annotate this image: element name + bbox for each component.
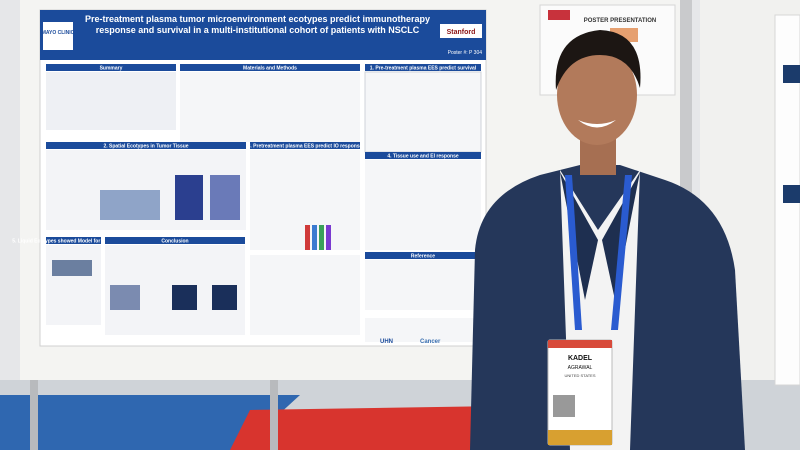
badge-country: UNITED STATES [565, 373, 596, 378]
section-heading: 5. Liquid Ecotypes showed Model for Liqu… [12, 238, 135, 244]
lanyard [611, 175, 632, 330]
section-bar [365, 64, 481, 71]
section-bar [46, 237, 101, 244]
lanyard [565, 175, 582, 330]
section-heading: Summary [100, 65, 123, 71]
section-bar [46, 142, 246, 149]
poster-number: Poster #: P 304 [448, 50, 483, 56]
right-poster-header: POSTER PRESENTATION [584, 18, 656, 24]
poster-header [40, 10, 486, 60]
face [557, 45, 637, 145]
section-heading: Reference [411, 253, 435, 259]
board-leg [30, 380, 38, 450]
poster-title: Pre-treatment plasma tumor microenvironm… [84, 14, 431, 35]
section-bar [180, 64, 360, 71]
section-heading: Materials and Methods [243, 65, 297, 71]
section-bar [46, 64, 176, 71]
section-heading: Conclusion [161, 238, 188, 244]
footer-logo: Cancer [420, 339, 441, 345]
blue-floor [0, 395, 300, 450]
smile [578, 120, 616, 128]
section-bar [105, 237, 245, 244]
section-bar [365, 152, 481, 159]
section-heading: 1. Pre-treatment plasma EES predict surv… [370, 65, 477, 71]
section-bar [250, 142, 360, 149]
logo-right: Stanford [447, 29, 476, 36]
badge-first-name: KADEL [568, 355, 593, 362]
board-leg [270, 380, 278, 450]
poster-content: Summary Materials and Methods 1. Pre-treat… [12, 64, 482, 342]
section-heading: 3. Pretreatment plasma EES predict IO re… [248, 143, 363, 149]
footer-logo: UHN [380, 339, 393, 345]
main-poster: MAYO CLINIC Stanford Pre-treatment plasm… [12, 9, 487, 347]
section-bar [365, 252, 481, 259]
badge-last-name: AGRAWAL [568, 365, 593, 371]
badge: KADEL AGRAWAL UNITED STATES [547, 339, 613, 446]
qr-code [553, 395, 575, 417]
section-heading: 2. Spatial Ecotypes in Tumor Tissue [103, 143, 188, 149]
title-box: Pre-treatment plasma tumor microenvironm… [84, 14, 431, 35]
hair [555, 30, 641, 90]
logo-box [43, 22, 73, 50]
section-heading: 4. Tissue use and EI response [387, 153, 459, 159]
logo-left: MAYO CLINIC [42, 30, 75, 36]
logo-box [440, 24, 482, 38]
